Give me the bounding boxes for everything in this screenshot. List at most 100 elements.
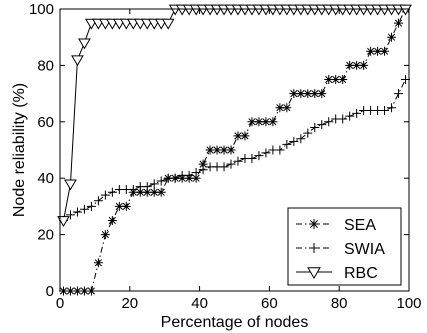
- data-point-sea: [198, 159, 208, 169]
- axis-ticks: 0 20 40 60 80 100 0 20 40 60 80 100: [29, 1, 422, 312]
- x-axis-label: Percentage of nodes: [161, 314, 309, 331]
- data-point-sea: [324, 75, 334, 84]
- data-point-sea: [233, 131, 243, 141]
- data-point-swia: [65, 210, 75, 220]
- legend-label-rbc: RBC: [344, 265, 378, 282]
- data-point-swia: [191, 168, 201, 178]
- data-point-sea: [107, 216, 117, 225]
- y-axis-label: Node reliability (%): [11, 83, 28, 217]
- data-point-sea: [380, 46, 390, 56]
- data-point-sea: [268, 117, 278, 127]
- data-point-swia: [387, 103, 397, 113]
- data-point-sea: [359, 60, 369, 70]
- data-point-swia: [338, 114, 348, 124]
- data-point-sea: [114, 201, 124, 211]
- data-point-swia: [100, 190, 110, 200]
- data-point-swia: [345, 111, 355, 121]
- legend: SEA SWIA RBC: [287, 207, 402, 286]
- y-tick-label: 80: [37, 57, 54, 74]
- data-point-sea: [289, 89, 299, 99]
- data-point-sea: [240, 131, 250, 141]
- data-point-rbc: [161, 18, 175, 30]
- data-point-sea: [212, 145, 222, 155]
- data-point-swia: [93, 196, 103, 206]
- data-point-sea: [331, 75, 341, 84]
- x-tick-label: 0: [56, 295, 64, 312]
- legend-marker-swia: [309, 243, 319, 253]
- data-point-rbc: [71, 55, 84, 67]
- data-point-sea: [282, 103, 292, 113]
- data-point-swia: [170, 173, 180, 183]
- data-point-swia: [107, 187, 117, 197]
- legend-marker-sea: [309, 219, 319, 229]
- data-point-sea: [310, 89, 320, 99]
- data-point-rbc: [399, 4, 412, 16]
- data-point-rbc: [57, 216, 70, 227]
- data-point-swia: [317, 120, 327, 130]
- data-point-sea: [303, 89, 313, 99]
- data-point-swia: [289, 137, 299, 147]
- data-point-swia: [86, 201, 96, 211]
- data-point-swia: [72, 207, 82, 217]
- data-point-rbc: [64, 179, 77, 191]
- series-line-sea: [63, 8, 406, 292]
- data-point-sea: [345, 60, 355, 70]
- data-point-sea: [191, 173, 201, 183]
- data-point-sea: [338, 75, 348, 84]
- data-point-sea: [373, 46, 383, 56]
- data-point-rbc: [78, 38, 91, 50]
- data-point-swia: [394, 89, 404, 99]
- data-point-swia: [352, 108, 362, 118]
- data-point-swia: [219, 162, 229, 172]
- y-tick-label: 20: [37, 227, 54, 244]
- y-tick-label: 40: [37, 170, 54, 187]
- data-point-sea: [156, 187, 166, 197]
- data-point-swia: [198, 165, 208, 175]
- data-point-swia: [324, 117, 334, 127]
- data-point-sea: [205, 145, 215, 155]
- data-point-swia: [303, 128, 313, 138]
- data-point-sea: [121, 201, 131, 211]
- series-line-rbc: [62, 8, 406, 221]
- data-point-sea: [261, 117, 271, 127]
- data-point-sea: [317, 89, 327, 99]
- data-point-swia: [226, 159, 236, 169]
- data-point-sea: [296, 89, 306, 99]
- series-swia: [58, 75, 411, 225]
- data-point-sea: [366, 46, 376, 56]
- data-point-sea: [275, 103, 285, 113]
- data-point-sea: [352, 60, 362, 70]
- x-tick-label: 40: [191, 295, 208, 312]
- data-point-swia: [233, 156, 243, 166]
- data-point-sea: [254, 117, 264, 127]
- data-point-sea: [142, 187, 152, 197]
- x-tick-label: 20: [121, 295, 138, 312]
- data-point-swia: [275, 145, 285, 155]
- y-tick-label: 0: [46, 283, 54, 300]
- data-point-swia: [142, 182, 152, 192]
- data-point-sea: [149, 187, 159, 197]
- x-tick-label: 80: [331, 295, 348, 312]
- x-tick-label: 100: [396, 295, 421, 312]
- data-point-sea: [93, 258, 103, 268]
- data-point-swia: [296, 134, 306, 144]
- data-point-sea: [387, 32, 397, 42]
- x-tick-label: 60: [261, 295, 278, 312]
- y-tick-label: 60: [37, 114, 54, 131]
- legend-marker-rbc: [307, 267, 321, 279]
- legend-label-swia: SWIA: [344, 241, 385, 258]
- data-point-swia: [128, 184, 138, 194]
- y-tick-label: 100: [29, 1, 54, 18]
- data-point-swia: [310, 122, 320, 132]
- data-point-sea: [219, 145, 229, 155]
- data-point-swia: [247, 153, 257, 163]
- data-point-swia: [184, 170, 194, 180]
- data-point-sea: [247, 117, 257, 127]
- data-point-sea: [135, 187, 145, 197]
- data-point-swia: [261, 148, 271, 158]
- data-point-sea: [226, 145, 236, 155]
- plot-area-frame: [59, 8, 410, 292]
- data-point-swia: [254, 151, 264, 161]
- data-point-swia: [79, 204, 89, 214]
